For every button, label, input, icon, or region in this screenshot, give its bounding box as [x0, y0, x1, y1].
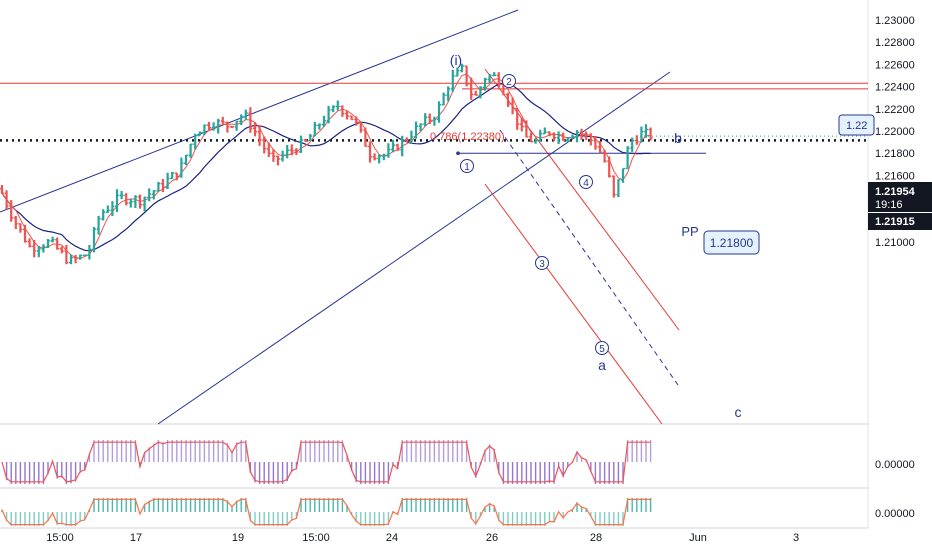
slow-moving-average-line [1, 82, 651, 252]
label-b[interactable]: b [674, 130, 682, 146]
price-tick-label: 1.23000 [875, 15, 915, 27]
time-tick-label: 17 [130, 532, 142, 544]
indicator-2-value: 0.00000 [875, 508, 915, 520]
channel-lower-line[interactable] [157, 71, 671, 425]
time-tick-label: 24 [386, 532, 398, 544]
wave-5-marker[interactable]: 5 [595, 341, 609, 356]
moving-averages [1, 73, 651, 260]
annotations[interactable]: (i) 0.786(1.22380) 1 2 3 4 5 a b c PP 1.… [430, 52, 760, 420]
countdown-text: 19:16 [875, 199, 903, 211]
price-tick-label: 1.21600 [875, 170, 915, 182]
wave-3-marker[interactable]: 3 [535, 256, 549, 271]
current-price-text: 1.21954 [875, 186, 916, 198]
horizontal-line-price-text: 1.22 [846, 120, 867, 132]
wave-i-label[interactable]: (i) [450, 52, 462, 68]
horizontal-line-price-badge[interactable]: 1.22 [838, 114, 875, 136]
price-tick-label: 1.22800 [875, 37, 915, 49]
price-tick-label: 1.22200 [875, 104, 915, 116]
fib-label[interactable]: 0.786(1.22380) [430, 131, 505, 143]
time-tick-label: 15:00 [302, 532, 330, 544]
time-axis[interactable]: 15:00 17 19 15:00 24 26 28 Jun 3 [46, 532, 799, 544]
price-tick-label: 1.22400 [875, 82, 915, 94]
support-price-label: 1.21800 [710, 236, 754, 250]
wave-5-label: 5 [599, 344, 605, 355]
wave-4-marker[interactable]: 4 [579, 175, 593, 190]
time-tick-label: 3 [793, 532, 799, 544]
wave-4-label: 4 [583, 178, 589, 189]
wave-2-marker[interactable]: 2 [502, 74, 516, 89]
price-tick-label: 1.22000 [875, 126, 915, 138]
main-pane[interactable] [0, 0, 868, 424]
indicator-signal-line [1, 498, 651, 526]
time-tick-label: Jun [689, 532, 707, 544]
indicator-signal-line [1, 441, 651, 483]
label-pp[interactable]: PP [681, 224, 698, 239]
time-tick-label: 28 [590, 532, 602, 544]
candles[interactable] [0, 63, 653, 265]
label-c[interactable]: c [735, 404, 742, 420]
wave-2-label: 2 [506, 77, 512, 88]
indicator-pane-2[interactable] [1, 498, 652, 526]
time-tick-label: 26 [486, 532, 498, 544]
price-tick-label: 1.21800 [875, 148, 915, 160]
wave-1-marker[interactable]: 1 [460, 159, 474, 174]
wave-3-label: 3 [539, 259, 545, 270]
channel-upper-line[interactable] [0, 9, 519, 213]
price-tick-label: 1.22600 [875, 59, 915, 71]
dotted-price-text: 1.21915 [875, 216, 915, 228]
indicator-1-value: 0.00000 [875, 459, 915, 471]
time-tick-label: 19 [232, 532, 244, 544]
red-channel-lower[interactable] [484, 183, 663, 425]
blue-dashed-midline[interactable] [499, 129, 679, 386]
fast-moving-average-line [1, 73, 651, 260]
indicator-pane-1[interactable] [1, 440, 652, 484]
wave-1-label: 1 [464, 162, 470, 173]
current-price-badge[interactable]: 1.21954 19:16 [868, 182, 932, 212]
time-tick-label: 15:00 [46, 532, 74, 544]
label-a[interactable]: a [598, 357, 606, 373]
support-price-callout[interactable]: 1.21800 [703, 230, 760, 255]
dotted-price-badge[interactable]: 1.21915 [868, 213, 932, 230]
price-tick-label: 1.21000 [875, 237, 915, 249]
support-line-anchor[interactable] [456, 151, 460, 155]
